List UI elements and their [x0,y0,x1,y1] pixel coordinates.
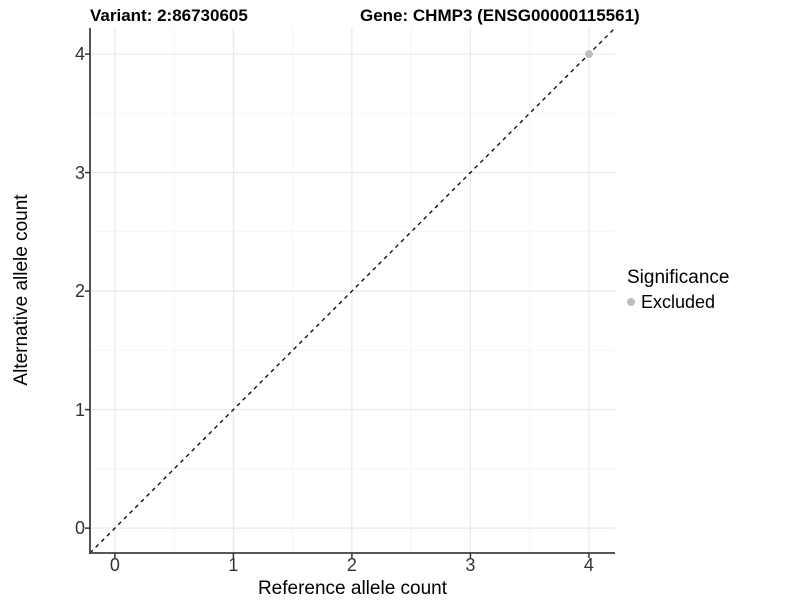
identity-reference-line [89,27,616,554]
y-tick-label: 1 [74,399,85,420]
data-point-excluded [584,50,593,59]
legend-entry-excluded: Excluded [627,292,729,312]
x-axis-title: Reference allele count [257,578,448,599]
x-tick-label: 2 [346,555,357,575]
y-axis-title-text: Alternative allele count [11,194,32,386]
gene-title: Gene: CHMP3 (ENSG00000115561) [360,6,640,25]
y-tick-label: 4 [74,44,85,65]
x-tick-label: 3 [465,555,476,575]
y-tick-label: 2 [74,281,85,302]
excluded-point-icon [627,298,635,306]
x-tick-label: 1 [228,555,239,575]
x-tick-label: 4 [583,555,594,575]
x-tick-label: 0 [109,555,120,575]
y-tick-label: 3 [74,162,85,183]
legend-title: Significance [627,267,730,288]
legend: Significance Excluded [627,266,729,312]
y-tick-label: 0 [74,518,85,539]
variant-title: Variant: 2:86730605 [90,6,248,25]
legend-entry-label: Excluded [641,292,716,312]
